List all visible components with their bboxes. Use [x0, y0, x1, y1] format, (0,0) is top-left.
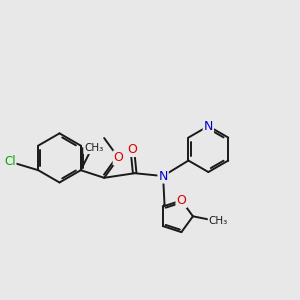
- Text: O: O: [114, 152, 124, 164]
- Text: N: N: [204, 120, 213, 133]
- Text: Cl: Cl: [4, 155, 16, 168]
- Text: CH₃: CH₃: [84, 143, 104, 153]
- Text: CH₃: CH₃: [208, 216, 228, 226]
- Text: N: N: [158, 169, 168, 183]
- Text: O: O: [128, 143, 137, 156]
- Text: O: O: [176, 194, 186, 207]
